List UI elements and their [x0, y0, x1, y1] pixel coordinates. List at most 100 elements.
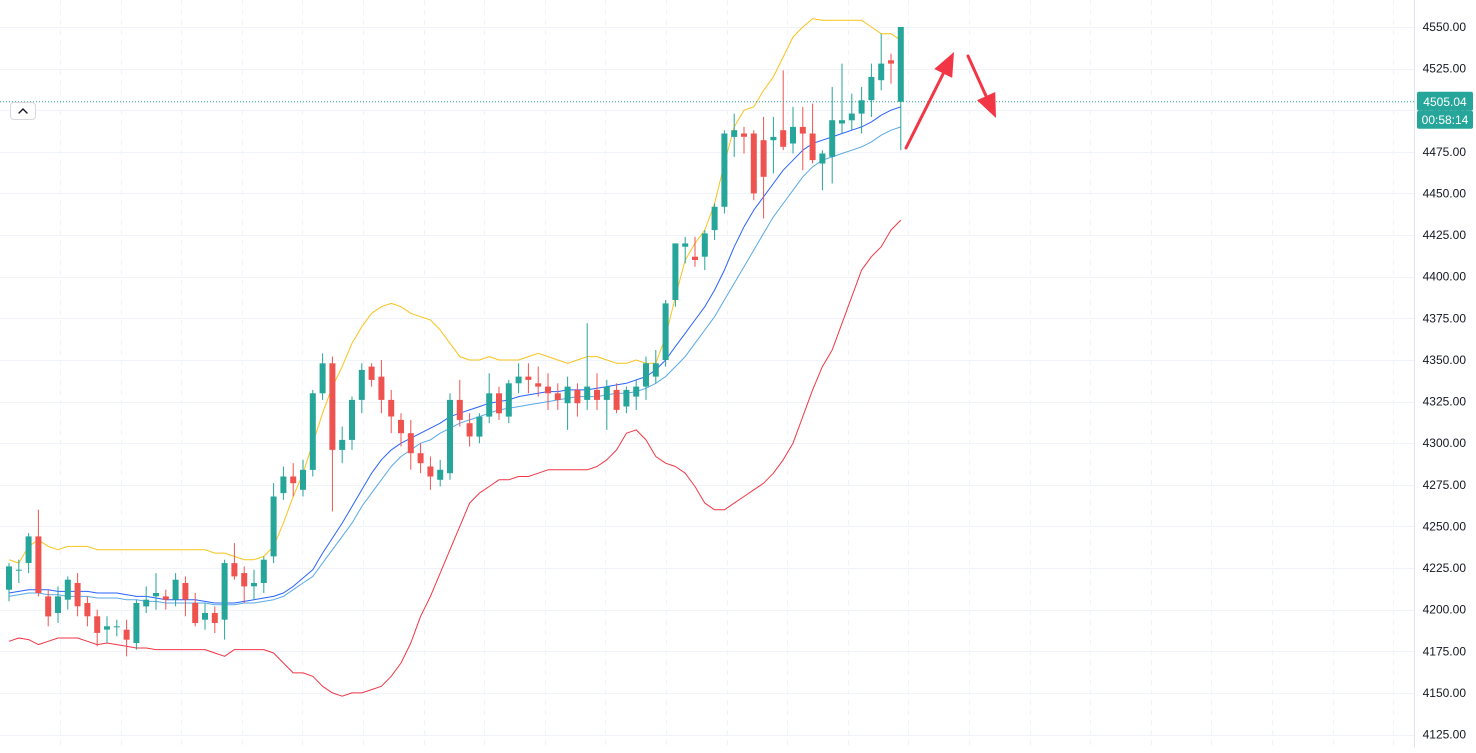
candle [848, 93, 855, 131]
candle [515, 363, 522, 394]
candle-body [809, 133, 816, 161]
ema-fast-line [8, 106, 901, 604]
price-tick-label: 4325.00 [1423, 395, 1467, 409]
candle [388, 389, 395, 434]
candle-body [839, 120, 845, 124]
candle [6, 563, 12, 602]
candle-body [437, 469, 444, 480]
candle-body [6, 566, 12, 590]
candle-body [417, 453, 424, 464]
candle-body [496, 393, 502, 414]
candle [662, 300, 669, 367]
candle-body [300, 469, 306, 490]
candle [711, 203, 718, 241]
candle [319, 353, 326, 400]
candle [574, 383, 581, 417]
candle-body [633, 386, 640, 397]
candle [466, 413, 473, 447]
candle-body [770, 136, 777, 141]
candle [74, 573, 81, 617]
candle [123, 619, 130, 657]
candle-body [94, 616, 101, 633]
candle-body [368, 366, 375, 380]
candle [113, 619, 120, 637]
candle-body [711, 206, 718, 231]
candle-body [545, 386, 551, 394]
candle [437, 459, 444, 487]
candle-body [623, 389, 630, 407]
price-tick-label: 4525.00 [1423, 62, 1467, 76]
candle [221, 559, 228, 640]
arrow-down-annotation [966, 54, 996, 118]
candle-body [721, 133, 728, 207]
candle [349, 396, 355, 450]
price-tick-label: 4300.00 [1423, 436, 1467, 450]
candle [55, 586, 61, 623]
candle [858, 86, 865, 134]
candle-body [692, 256, 698, 260]
price-tick-label: 4250.00 [1423, 519, 1467, 533]
candle [476, 413, 483, 444]
candle [505, 379, 512, 424]
candle [64, 576, 71, 610]
ema-slow-line [8, 126, 901, 606]
candle-body [113, 626, 120, 628]
candle [564, 376, 571, 430]
candle [897, 27, 904, 151]
candle-body [652, 363, 659, 377]
candle-body [672, 243, 679, 300]
candle [309, 389, 316, 477]
candle [839, 63, 845, 134]
candle [231, 543, 238, 580]
candle-body [309, 393, 316, 470]
price-axis[interactable]: 4550.004525.004500.004475.004450.004425.… [1414, 0, 1474, 748]
candle-body [790, 126, 796, 144]
candle [182, 576, 189, 617]
candle [829, 86, 836, 184]
current-price-label: 4505.04 [1423, 95, 1467, 109]
candle [427, 456, 434, 490]
candle [417, 443, 424, 474]
price-tick-label: 4125.00 [1423, 728, 1467, 742]
candle [35, 509, 42, 597]
current-price-badge: 4505.04 [1417, 91, 1473, 111]
candle [153, 573, 159, 610]
candle-body [339, 439, 346, 450]
countdown-badge: 00:58:14 [1417, 110, 1473, 129]
candle-body [123, 629, 130, 640]
candle-body [153, 593, 159, 597]
candle-body [74, 583, 81, 607]
candle-body [104, 626, 110, 630]
price-tick-label: 4425.00 [1423, 228, 1467, 242]
price-tick-label: 4200.00 [1423, 603, 1467, 617]
candle [84, 596, 91, 627]
candle-body [554, 393, 561, 400]
price-tick-label: 4275.00 [1423, 478, 1467, 492]
candle-body [466, 423, 473, 437]
candle [300, 459, 306, 497]
price-tick-label: 4475.00 [1423, 145, 1467, 159]
candle-body [251, 583, 257, 587]
candle [456, 379, 463, 427]
candle-body [211, 613, 218, 623]
candle-body [741, 133, 747, 137]
candle [251, 569, 257, 600]
candle [339, 426, 346, 464]
grid [0, 0, 1414, 748]
candle [290, 463, 297, 497]
collapse-button[interactable] [10, 102, 36, 120]
candle-body [848, 113, 855, 121]
arrow-up-annotation [904, 52, 954, 150]
candle-body [143, 599, 150, 607]
candle [809, 103, 816, 164]
candle [594, 373, 600, 410]
candle [378, 360, 385, 414]
candle [368, 363, 375, 387]
candle [270, 483, 277, 564]
candle [741, 126, 747, 154]
candle-body [55, 596, 61, 613]
candle-body [897, 27, 904, 102]
candle-body [133, 603, 140, 643]
